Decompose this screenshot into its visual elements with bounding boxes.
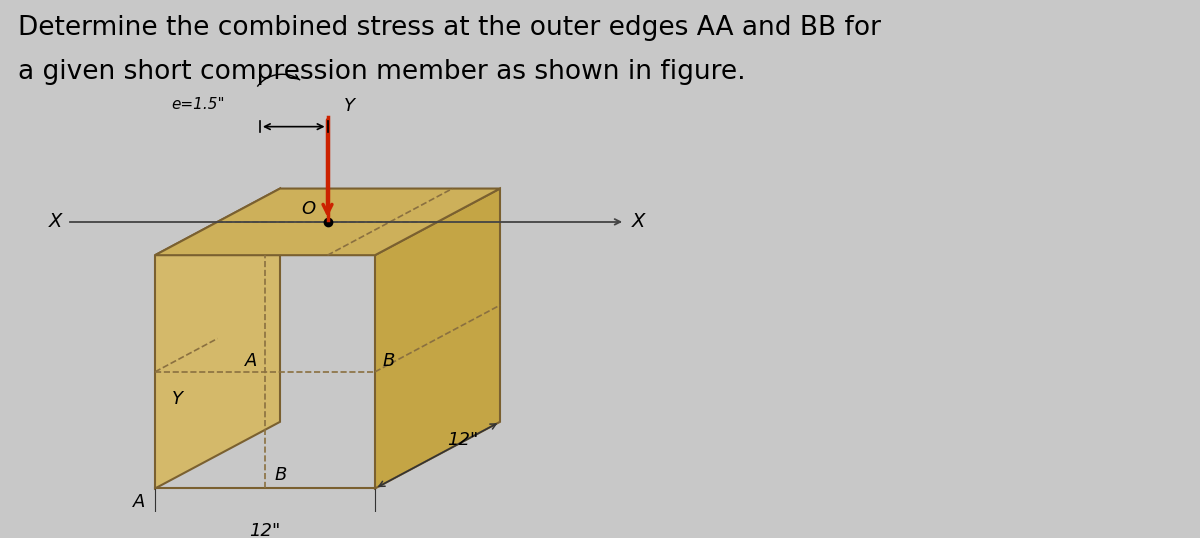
Text: A: A xyxy=(133,493,145,511)
Text: 12": 12" xyxy=(448,431,479,449)
Polygon shape xyxy=(374,188,500,489)
Text: Y: Y xyxy=(172,390,182,408)
Text: 12": 12" xyxy=(250,522,281,538)
Text: e=1.5": e=1.5" xyxy=(172,97,226,112)
Text: B: B xyxy=(275,466,287,484)
Text: Y: Y xyxy=(343,97,354,115)
Text: O: O xyxy=(301,200,316,218)
Text: X: X xyxy=(49,213,62,231)
Text: Determine the combined stress at the outer edges AA and BB for: Determine the combined stress at the out… xyxy=(18,15,881,41)
Text: A: A xyxy=(245,352,257,370)
Text: a given short compression member as shown in figure.: a given short compression member as show… xyxy=(18,59,745,85)
Text: B: B xyxy=(383,352,395,370)
Polygon shape xyxy=(155,188,500,255)
Polygon shape xyxy=(155,188,280,489)
Text: X: X xyxy=(632,213,646,231)
